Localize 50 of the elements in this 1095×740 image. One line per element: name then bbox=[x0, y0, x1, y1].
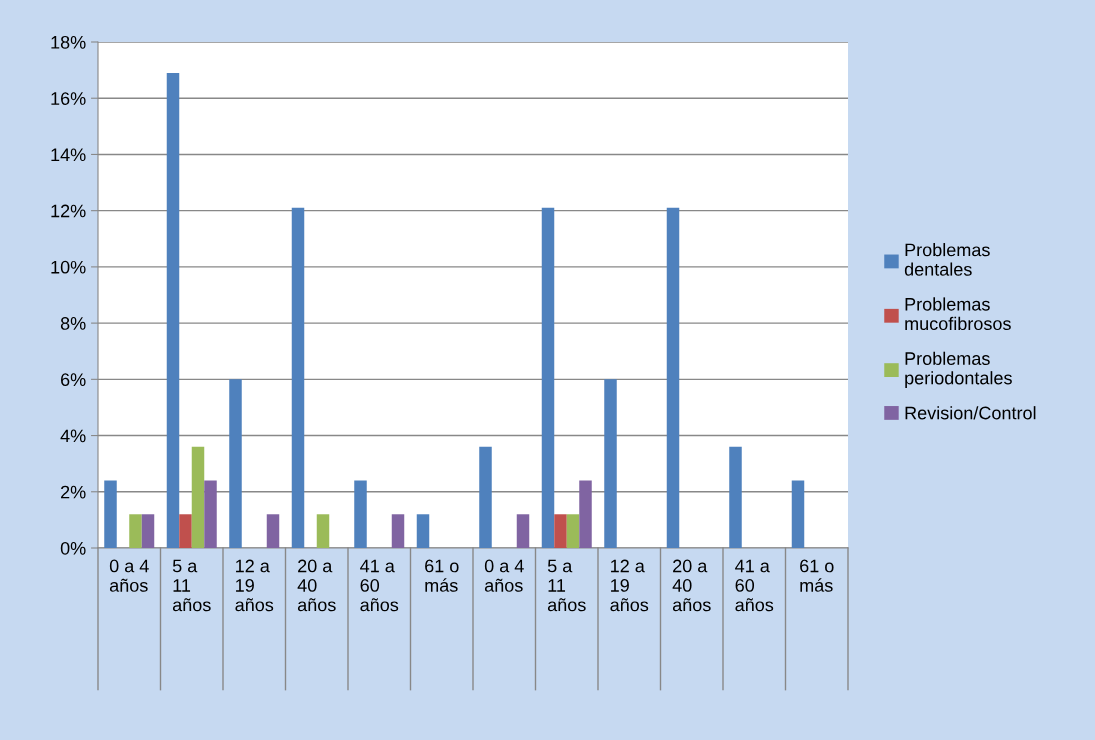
x-tick-label: 5 a 11 años bbox=[547, 559, 586, 612]
x-tick-label: 41 a 60 años bbox=[360, 559, 399, 612]
x-tick-label: 0 a 4 años bbox=[109, 559, 149, 592]
y-tick-label: 18% bbox=[51, 35, 86, 49]
bar bbox=[204, 480, 217, 548]
bar bbox=[666, 207, 680, 548]
x-tick-label: 0 a 4 años bbox=[484, 559, 524, 592]
bar bbox=[566, 514, 580, 548]
legend-label: Problemas mucofibrosos bbox=[905, 297, 1011, 331]
x-tick-label: 20 a 40 años bbox=[672, 559, 711, 612]
y-tick-label: 10% bbox=[51, 260, 86, 274]
y-tick-label: 8% bbox=[60, 317, 86, 330]
y-tick-label: 12% bbox=[51, 204, 86, 218]
x-tick-label: 12 a 19 años bbox=[235, 559, 274, 612]
bar bbox=[516, 514, 530, 548]
bar bbox=[191, 446, 205, 548]
x-tick-label: 41 a 60 años bbox=[735, 559, 774, 612]
bar bbox=[316, 514, 330, 548]
bar bbox=[391, 514, 405, 548]
bar bbox=[179, 514, 192, 548]
legend-label: Problemas dentales bbox=[904, 243, 990, 276]
bar bbox=[266, 514, 280, 548]
bar bbox=[129, 514, 142, 548]
bar bbox=[791, 480, 805, 548]
x-tick-label: 61 o más bbox=[425, 559, 459, 592]
bar bbox=[729, 446, 742, 548]
bar bbox=[604, 379, 617, 548]
bar bbox=[354, 480, 367, 548]
bar bbox=[229, 379, 242, 548]
bar bbox=[541, 207, 555, 548]
bar bbox=[141, 514, 155, 548]
bar bbox=[291, 207, 305, 548]
y-tick-label: 0% bbox=[60, 541, 86, 555]
y-tick-label: 6% bbox=[61, 373, 86, 387]
x-tick-label: 5 a 11 años bbox=[172, 559, 211, 612]
bar bbox=[579, 480, 592, 548]
legend-label: Problemas periodontales bbox=[905, 351, 1012, 388]
bar bbox=[104, 480, 117, 548]
bar bbox=[554, 514, 567, 548]
x-tick-label: 61 o más bbox=[800, 559, 834, 592]
bar bbox=[479, 446, 492, 548]
x-tick-label: 20 a 40 años bbox=[297, 559, 336, 612]
y-tick-label: 4% bbox=[60, 429, 86, 443]
y-tick-label: 16% bbox=[51, 92, 86, 105]
y-tick-label: 2% bbox=[61, 485, 86, 499]
bar bbox=[416, 514, 430, 548]
legend-label: Revision/Control bbox=[905, 406, 1036, 420]
x-tick-label: 12 a 19 años bbox=[610, 559, 649, 612]
y-tick-label: 14% bbox=[51, 148, 86, 162]
bar bbox=[166, 72, 180, 548]
